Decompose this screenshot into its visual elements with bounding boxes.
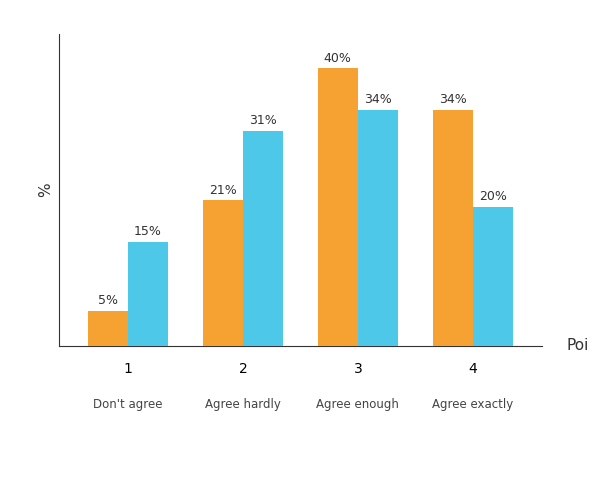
Text: Agree hardly: Agree hardly bbox=[205, 398, 281, 411]
Bar bbox=[433, 110, 473, 346]
Bar bbox=[473, 207, 513, 346]
Text: 5%: 5% bbox=[98, 294, 118, 308]
Bar bbox=[88, 311, 128, 346]
Bar bbox=[358, 110, 398, 346]
Bar bbox=[317, 68, 358, 346]
Text: 15%: 15% bbox=[134, 225, 162, 238]
Text: Agree exactly: Agree exactly bbox=[432, 398, 514, 411]
Text: Points: Points bbox=[567, 338, 589, 353]
Y-axis label: %: % bbox=[38, 182, 54, 197]
Text: 34%: 34% bbox=[439, 94, 466, 107]
Text: 34%: 34% bbox=[364, 94, 392, 107]
Text: 21%: 21% bbox=[209, 183, 237, 196]
Text: Agree enough: Agree enough bbox=[316, 398, 399, 411]
Text: 40%: 40% bbox=[324, 52, 352, 65]
Text: Don't agree: Don't agree bbox=[93, 398, 163, 411]
Text: 20%: 20% bbox=[479, 191, 507, 204]
Bar bbox=[243, 131, 283, 346]
Bar bbox=[128, 241, 168, 346]
Text: 31%: 31% bbox=[249, 114, 277, 127]
Bar bbox=[203, 200, 243, 346]
